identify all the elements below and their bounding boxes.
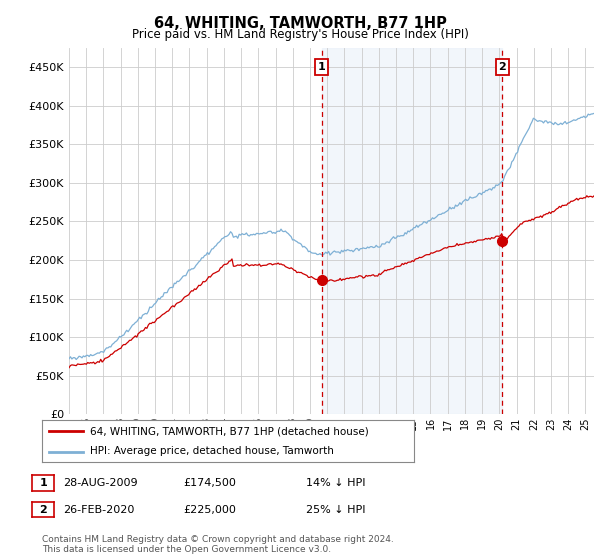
Text: £225,000: £225,000 [183,505,236,515]
Text: Price paid vs. HM Land Registry's House Price Index (HPI): Price paid vs. HM Land Registry's House … [131,28,469,41]
Text: Contains HM Land Registry data © Crown copyright and database right 2024.
This d: Contains HM Land Registry data © Crown c… [42,535,394,554]
Text: 28-AUG-2009: 28-AUG-2009 [63,478,137,488]
Text: HPI: Average price, detached house, Tamworth: HPI: Average price, detached house, Tamw… [91,446,334,456]
Text: 1: 1 [317,62,325,72]
Text: 64, WHITING, TAMWORTH, B77 1HP: 64, WHITING, TAMWORTH, B77 1HP [154,16,446,31]
Bar [322,48,502,414]
Text: 25% ↓ HPI: 25% ↓ HPI [306,505,365,515]
Text: 2: 2 [499,62,506,72]
Text: 26-FEB-2020: 26-FEB-2020 [63,505,134,515]
Text: 14% ↓ HPI: 14% ↓ HPI [306,478,365,488]
Text: £174,500: £174,500 [183,478,236,488]
Text: 1: 1 [40,478,47,488]
Text: 64, WHITING, TAMWORTH, B77 1HP (detached house): 64, WHITING, TAMWORTH, B77 1HP (detached… [91,426,369,436]
Text: 2: 2 [40,505,47,515]
